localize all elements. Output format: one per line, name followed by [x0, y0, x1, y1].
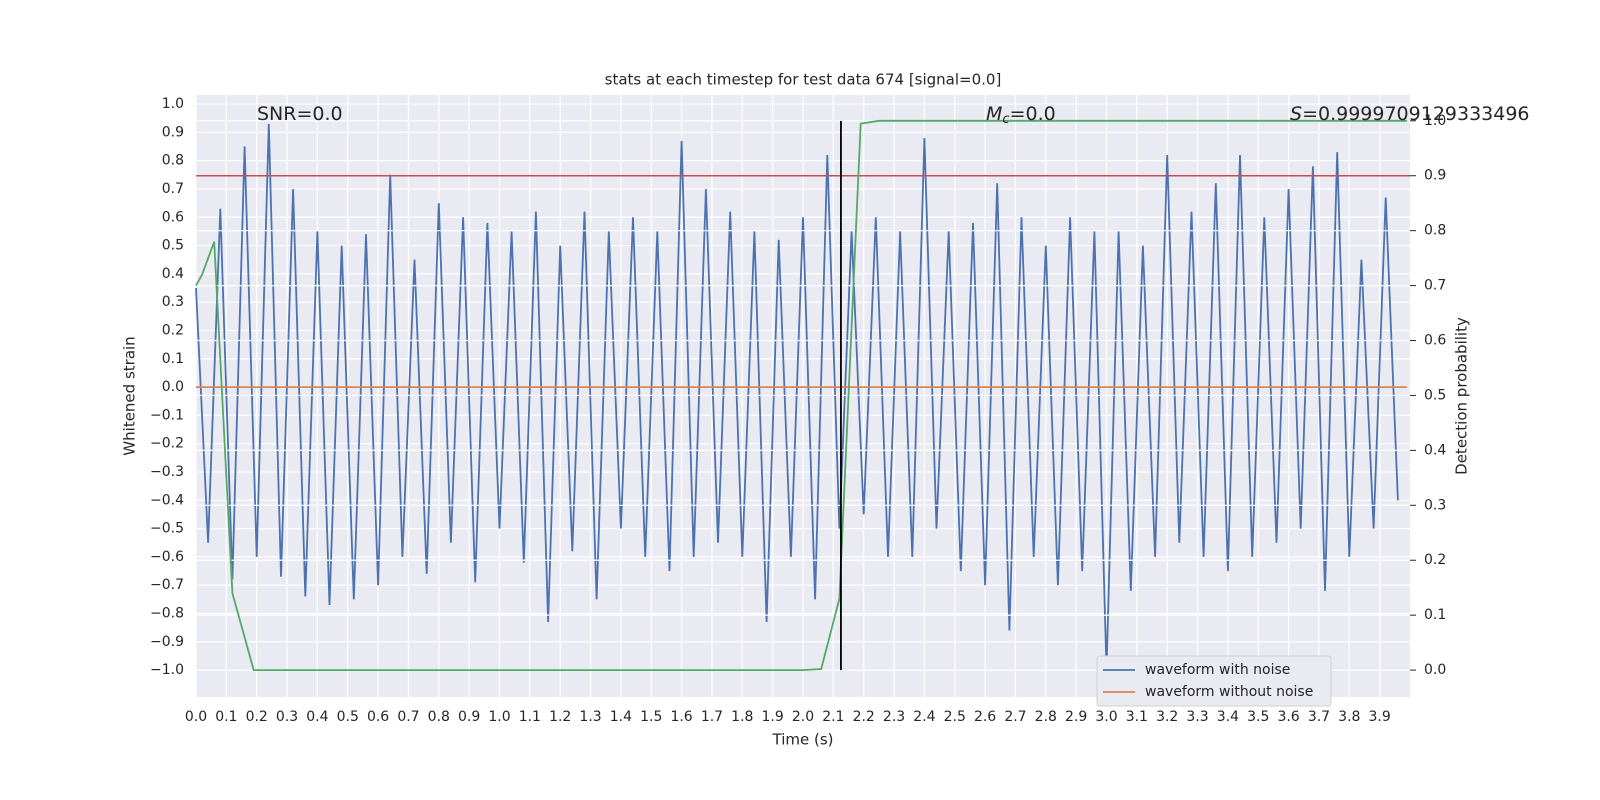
x-tick-label: 1.9 — [762, 709, 784, 725]
x-tick-label: 1.3 — [579, 709, 601, 725]
x-tick-label: 0.7 — [397, 709, 419, 725]
y-tick-label: −0.9 — [150, 634, 184, 650]
x-tick-label: 3.4 — [1217, 709, 1239, 725]
x-tick-label: 3.5 — [1247, 709, 1269, 725]
y-tick-label: −0.1 — [150, 407, 184, 423]
y-tick-label: −0.5 — [150, 521, 184, 537]
x-tick-label: 0.2 — [246, 709, 268, 725]
x-tick-label: 1.2 — [549, 709, 571, 725]
annotation-part: S — [1290, 103, 1302, 125]
x-tick-label: 0.3 — [276, 709, 298, 725]
y-tick-label: −0.2 — [150, 436, 184, 452]
x-tick-label: 3.7 — [1308, 709, 1330, 725]
annotation-part: M — [986, 103, 1002, 125]
series-line — [195, 119, 1407, 671]
y-tick-label: 0.4 — [162, 266, 184, 282]
y-tick-label: −0.3 — [150, 464, 184, 480]
x-tick-label: 1.0 — [488, 709, 510, 725]
y-tick-label: −0.8 — [150, 606, 184, 622]
x-tick-label: 3.9 — [1369, 709, 1391, 725]
x-tick-label: 2.8 — [1035, 709, 1057, 725]
y-tick-label: 0.0 — [162, 379, 184, 395]
annotation-part: SNR=0.0 — [257, 103, 343, 125]
y2-tick-label: 0.3 — [1424, 497, 1446, 513]
y-tick-label: −1.0 — [150, 662, 184, 678]
y2-axis-label: Detection probability — [1453, 317, 1471, 475]
x-tick-label: 0.6 — [367, 709, 389, 725]
annotation-part: =0.0 — [1010, 103, 1056, 125]
y2-tick-label: 0.0 — [1424, 662, 1446, 678]
x-tick-label: 3.1 — [1126, 709, 1148, 725]
x-tick-label: 2.3 — [883, 709, 905, 725]
annotation: S=0.9999709129333496 — [1290, 103, 1530, 125]
y-tick-label: 1.0 — [162, 96, 184, 112]
x-tick-label: 2.7 — [1004, 709, 1026, 725]
x-tick-label: 0.5 — [337, 709, 359, 725]
annotation: SNR=0.0 — [257, 103, 343, 125]
x-tick-label: 2.4 — [913, 709, 935, 725]
y-tick-label: −0.6 — [150, 549, 184, 565]
x-tick-label: 2.6 — [974, 709, 996, 725]
y-tick-label: 0.6 — [162, 209, 184, 225]
x-tick-label: 0.0 — [185, 709, 207, 725]
chart-title: stats at each timestep for test data 674… — [605, 71, 1002, 89]
annotation-part: =0.9999709129333496 — [1302, 103, 1529, 125]
y-tick-label: 0.7 — [162, 181, 184, 197]
legend-label: waveform without noise — [1145, 684, 1313, 700]
x-tick-label: 3.0 — [1095, 709, 1117, 725]
y2-tick-label: 0.4 — [1424, 442, 1446, 458]
y2-tick-label: 0.1 — [1424, 607, 1446, 623]
annotation-part: c — [1002, 112, 1009, 127]
x-tick-label: 2.5 — [944, 709, 966, 725]
y2-tick-label: 1.0 — [1424, 113, 1446, 129]
x-tick-label: 1.5 — [640, 709, 662, 725]
x-tick-label: 3.6 — [1277, 709, 1299, 725]
y-tick-label: 0.5 — [162, 238, 184, 254]
y-tick-label: 0.9 — [162, 124, 184, 140]
x-tick-label: 1.1 — [519, 709, 541, 725]
x-tick-label: 3.8 — [1338, 709, 1360, 725]
x-tick-label: 3.3 — [1186, 709, 1208, 725]
y-tick-label: 0.8 — [162, 153, 184, 169]
y2-tick-label: 0.9 — [1424, 168, 1446, 184]
legend-box — [1096, 655, 1332, 707]
y-tick-label: 0.3 — [162, 294, 184, 310]
y2-tick-label: 0.8 — [1424, 223, 1446, 239]
legend-label: waveform with noise — [1145, 662, 1290, 678]
annotation: Mc=0.0 — [986, 103, 1056, 127]
x-tick-label: 0.1 — [215, 709, 237, 725]
y2-tick-label: 0.7 — [1424, 278, 1446, 294]
x-tick-label: 2.9 — [1065, 709, 1087, 725]
x-tick-label: 1.7 — [701, 709, 723, 725]
x-tick-label: 2.0 — [792, 709, 814, 725]
y-tick-label: 0.2 — [162, 322, 184, 338]
x-tick-label: 0.8 — [428, 709, 450, 725]
x-tick-label: 2.1 — [822, 709, 844, 725]
x-tick-label: 0.9 — [458, 709, 480, 725]
y2-tick-label: 0.5 — [1424, 387, 1446, 403]
x-tick-label: 3.2 — [1156, 709, 1178, 725]
x-tick-label: 1.6 — [670, 709, 692, 725]
x-tick-label: 2.2 — [853, 709, 875, 725]
y-tick-label: 0.1 — [162, 351, 184, 367]
x-tick-label: 1.8 — [731, 709, 753, 725]
x-tick-label: 1.4 — [610, 709, 632, 725]
y-tick-label: −0.4 — [150, 492, 184, 508]
y-tick-label: −0.7 — [150, 577, 184, 593]
x-axis-label: Time (s) — [772, 731, 834, 749]
y-axis-label: Whitened strain — [121, 336, 139, 455]
x-tick-label: 0.4 — [306, 709, 328, 725]
y2-tick-label: 0.2 — [1424, 552, 1446, 568]
y2-tick-label: 0.6 — [1424, 333, 1446, 349]
